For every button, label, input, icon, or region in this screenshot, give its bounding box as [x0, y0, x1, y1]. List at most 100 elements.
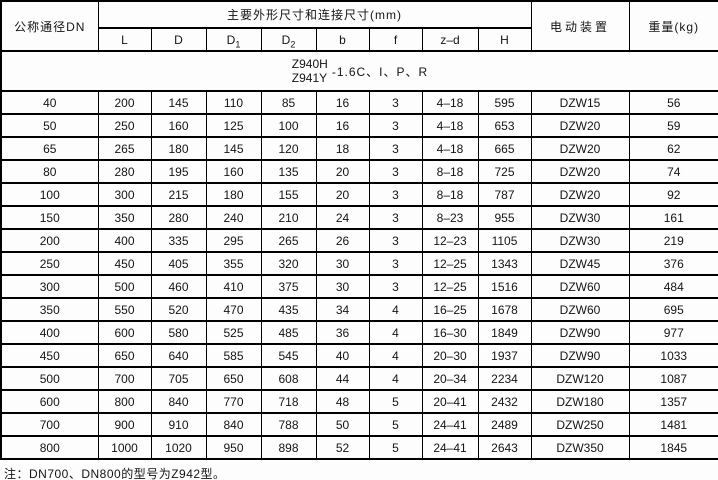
cell-zd: 8–18	[421, 182, 479, 207]
cell-b: 36	[315, 320, 370, 345]
model-designation-row: Z940H Z941Y -1.6C、I、P、R	[0, 50, 718, 92]
col-header-L: L	[97, 27, 152, 52]
cell-weight: 695	[628, 297, 718, 322]
cell-weight: 1357	[628, 389, 718, 414]
cell-actuator: DZW45	[530, 251, 630, 276]
cell-d2: 320	[260, 251, 317, 276]
cell-d: 280	[150, 205, 207, 230]
cell-d1: 840	[205, 412, 262, 437]
cell-weight: 484	[628, 274, 718, 299]
cell-d1: 525	[205, 320, 262, 345]
col-header-D2: D2	[260, 27, 317, 52]
cell-h: 2489	[477, 412, 532, 437]
cell-l: 280	[97, 159, 152, 184]
col-header-D1: D1	[205, 27, 262, 52]
cell-actuator: DZW60	[530, 297, 630, 322]
cell-h: 725	[477, 159, 532, 184]
cell-b: 20	[315, 159, 370, 184]
model-codes: Z940H Z941Y	[292, 57, 328, 86]
cell-l: 400	[97, 228, 152, 253]
cell-actuator: DZW120	[530, 366, 630, 391]
cell-dn: 500	[0, 366, 99, 391]
cell-dn: 150	[0, 205, 99, 230]
cell-d1: 585	[205, 343, 262, 368]
cell-actuator: DZW30	[530, 205, 630, 230]
col-header-zd: z–d	[421, 27, 479, 52]
table-header: 公称通径DN 主要外形尺寸和连接尺寸(mm) 电动装置 重量(kg) L D D…	[0, 0, 718, 52]
cell-actuator: DZW90	[530, 343, 630, 368]
cell-actuator: DZW20	[530, 136, 630, 161]
cell-d1: 180	[205, 182, 262, 207]
cell-d1: 160	[205, 159, 262, 184]
cell-dn: 80	[0, 159, 99, 184]
cell-d2: 155	[260, 182, 317, 207]
cell-dn: 400	[0, 320, 99, 345]
cell-d2: 210	[260, 205, 317, 230]
cell-l: 550	[97, 297, 152, 322]
cell-h: 1516	[477, 274, 532, 299]
cell-actuator: DZW350	[530, 435, 630, 460]
cell-b: 18	[315, 136, 370, 161]
cell-d: 840	[150, 389, 207, 414]
cell-d2: 135	[260, 159, 317, 184]
cell-d: 640	[150, 343, 207, 368]
cell-dn: 200	[0, 228, 99, 253]
cell-dn: 700	[0, 412, 99, 437]
table-row-dn-300: 300 500 460 410 375 30 3 12–25 1516 DZW60 484	[0, 274, 718, 299]
cell-d1: 950	[205, 435, 262, 460]
cell-h: 1678	[477, 297, 532, 322]
cell-d: 195	[150, 159, 207, 184]
cell-h: 787	[477, 182, 532, 207]
cell-d: 145	[150, 90, 207, 115]
cell-d2: 718	[260, 389, 317, 414]
cell-d2: 375	[260, 274, 317, 299]
cell-f: 3	[368, 113, 423, 138]
cell-zd: 20–41	[421, 389, 479, 414]
cell-b: 44	[315, 366, 370, 391]
cell-d1: 110	[205, 90, 262, 115]
cell-weight: 92	[628, 182, 718, 207]
cell-zd: 8–23	[421, 205, 479, 230]
table-body: 40 200 145 110 85 16 3 4–18 595 DZW15 56 50 250 160 12…	[0, 90, 718, 460]
cell-d: 160	[150, 113, 207, 138]
col-header-H: H	[477, 27, 532, 52]
model-designation-cell: Z940H Z941Y -1.6C、I、P、R	[0, 50, 718, 92]
cell-actuator: DZW250	[530, 412, 630, 437]
table-row-dn-800: 800 1000 1020 950 898 52 5 24–41 2643 DZW350 1845	[0, 435, 718, 460]
cell-b: 48	[315, 389, 370, 414]
cell-b: 50	[315, 412, 370, 437]
cell-dn: 50	[0, 113, 99, 138]
cell-d: 335	[150, 228, 207, 253]
cell-d: 180	[150, 136, 207, 161]
col-group-header-dimensions: 主要外形尺寸和连接尺寸(mm)	[97, 0, 532, 29]
cell-h: 1849	[477, 320, 532, 345]
cell-d1: 145	[205, 136, 262, 161]
table-row-dn-150: 150 350 280 240 210 24 3 8–23 955 DZW30 161	[0, 205, 718, 230]
valve-dimensions-table: 公称通径DN 主要外形尺寸和连接尺寸(mm) 电动装置 重量(kg) L D D…	[0, 0, 718, 460]
col-header-f: f	[368, 27, 423, 52]
cell-h: 1937	[477, 343, 532, 368]
cell-f: 4	[368, 297, 423, 322]
cell-b: 20	[315, 182, 370, 207]
cell-zd: 20–30	[421, 343, 479, 368]
cell-l: 300	[97, 182, 152, 207]
cell-b: 16	[315, 113, 370, 138]
cell-h: 665	[477, 136, 532, 161]
table-row-dn-250: 250 450 405 355 320 30 3 12–25 1343 DZW45 376	[0, 251, 718, 276]
cell-zd: 4–18	[421, 90, 479, 115]
cell-d: 910	[150, 412, 207, 437]
cell-d1: 125	[205, 113, 262, 138]
cell-l: 200	[97, 90, 152, 115]
cell-zd: 12–25	[421, 274, 479, 299]
cell-zd: 8–18	[421, 159, 479, 184]
cell-f: 3	[368, 205, 423, 230]
cell-l: 250	[97, 113, 152, 138]
cell-actuator: DZW20	[530, 182, 630, 207]
table-row-dn-350: 350 550 520 470 435 34 4 16–25 1678 DZW60 695	[0, 297, 718, 322]
cell-d1: 770	[205, 389, 262, 414]
cell-dn: 600	[0, 389, 99, 414]
cell-l: 1000	[97, 435, 152, 460]
cell-l: 900	[97, 412, 152, 437]
cell-d: 215	[150, 182, 207, 207]
cell-l: 265	[97, 136, 152, 161]
